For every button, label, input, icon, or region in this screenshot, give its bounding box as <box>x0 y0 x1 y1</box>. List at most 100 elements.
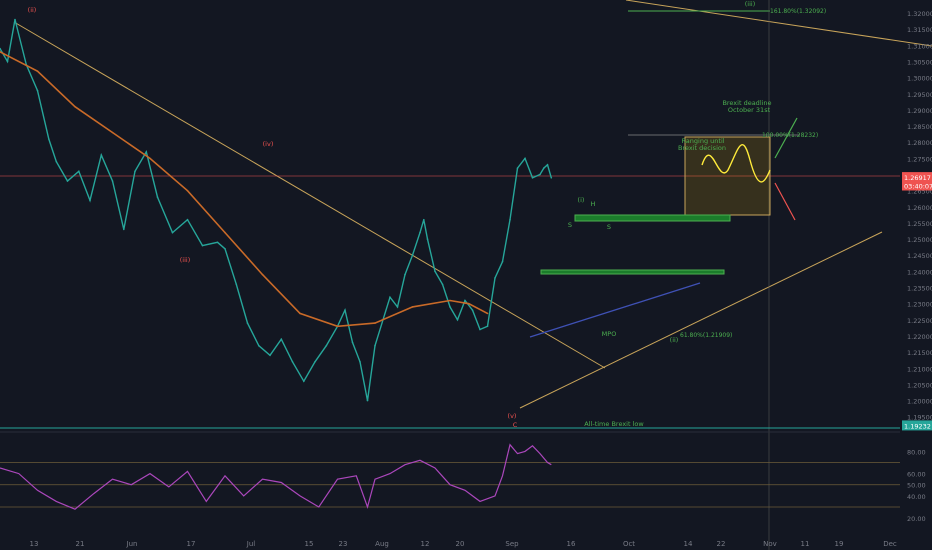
axes: 1.32000 1.31500 1.31000 1.30500 1.30000 1.295… <box>30 10 932 548</box>
price-marker-box <box>902 172 932 183</box>
data-point <box>78 170 80 173</box>
x-tick-label: Jul <box>246 540 256 548</box>
x-tick-label: Oct <box>623 540 635 548</box>
y-tick-label: 1.25500 <box>907 220 932 228</box>
price-marker-box <box>902 180 932 191</box>
data-point <box>111 180 114 182</box>
y-tick-label: 1.31000 <box>907 42 932 50</box>
data-point <box>516 167 519 169</box>
data-point <box>280 338 283 341</box>
downtrend-line <box>13 21 606 369</box>
data-point <box>48 138 50 140</box>
data-point <box>123 228 125 231</box>
annotation-label: (ii) <box>670 336 679 344</box>
data-point <box>291 361 294 363</box>
data-point <box>111 131 114 134</box>
y-tick-label: 1.25000 <box>907 236 932 244</box>
annotation-label: MPO <box>602 330 617 338</box>
y-tick-label: 1.26000 <box>907 204 932 212</box>
down-arrow <box>774 182 796 221</box>
data-point <box>171 231 174 234</box>
data-point <box>411 254 414 256</box>
annotation-label: Brexit decision <box>678 144 726 152</box>
data-point <box>374 344 376 347</box>
y-tick-label: 1.24000 <box>907 268 932 276</box>
fib-label: 61.80%(1.21909) <box>680 332 732 339</box>
neckline-zone <box>574 214 731 222</box>
annotation-label: S <box>568 221 572 229</box>
data-point <box>464 299 466 302</box>
data-point <box>456 319 459 321</box>
data-point <box>550 177 553 179</box>
data-point <box>501 260 504 263</box>
y-tick-label: 1.20000 <box>907 398 932 406</box>
data-point <box>486 325 489 328</box>
data-point <box>36 70 39 72</box>
data-point <box>145 151 148 153</box>
x-tick-label: 19 <box>835 540 844 548</box>
data-point <box>6 60 9 63</box>
data-point <box>224 231 226 234</box>
x-tick-label: Nov <box>763 540 777 548</box>
data-point <box>344 309 346 311</box>
annotation-label: (iii) <box>180 256 191 264</box>
data-point <box>299 312 301 315</box>
x-tick-label: Aug <box>375 540 389 548</box>
data-point <box>74 105 76 108</box>
y-tick-label: 1.23000 <box>907 301 932 309</box>
data-point <box>494 277 496 279</box>
data-point <box>186 189 189 192</box>
data-point <box>149 157 151 160</box>
data-point <box>543 167 545 169</box>
data-point <box>471 309 474 311</box>
x-tick-label: 12 <box>421 540 430 548</box>
y-tick-label: 1.21500 <box>907 349 932 357</box>
data-point <box>134 170 136 173</box>
data-point <box>449 306 451 308</box>
long-trend-line <box>625 0 932 47</box>
x-tick-label: 22 <box>717 540 726 548</box>
x-tick-label: 11 <box>801 540 810 548</box>
fib-label: 100.00%(1.28232) <box>762 132 818 139</box>
y-tick-label: 1.22000 <box>907 333 932 341</box>
data-point <box>434 270 436 273</box>
y-tick-label: 1.22500 <box>907 317 932 325</box>
data-point <box>156 196 159 198</box>
data-point <box>246 322 249 324</box>
data-point <box>468 302 470 305</box>
y-tick-label: 1.27500 <box>907 155 932 163</box>
x-tick-label: 13 <box>30 540 39 548</box>
x-tick-label: 14 <box>684 540 693 548</box>
price-marker-label: 1.19232 <box>904 422 931 430</box>
data-point <box>411 306 414 308</box>
data-point <box>539 173 541 176</box>
annotation-label: All-time Brexit low <box>584 420 644 428</box>
data-point <box>235 283 238 286</box>
x-tick-label: 17 <box>187 540 196 548</box>
data-point <box>216 241 219 244</box>
support-zone <box>540 269 725 275</box>
data-point <box>531 177 534 179</box>
range-projection <box>701 144 771 183</box>
annotation-label: (iii) <box>745 0 756 8</box>
price-marker-label: 1.26917 <box>904 174 931 182</box>
annotation-label: (iv) <box>263 140 274 148</box>
data-point <box>258 344 260 347</box>
data-point <box>89 199 91 202</box>
data-point <box>186 218 189 221</box>
annotation-label: H <box>591 200 596 208</box>
rsi-tick-label: 60.00 <box>907 471 926 479</box>
x-tick-label: Sep <box>505 540 519 548</box>
rsi-pane[interactable] <box>0 443 900 510</box>
data-point <box>389 296 391 299</box>
x-tick-label: 16 <box>567 540 576 548</box>
rsi-line <box>0 443 552 510</box>
data-point <box>486 312 489 315</box>
data-point <box>419 231 421 234</box>
data-point <box>404 273 406 276</box>
y-tick-label: 1.29000 <box>907 107 932 115</box>
data-point <box>269 354 271 357</box>
data-point <box>423 218 425 221</box>
